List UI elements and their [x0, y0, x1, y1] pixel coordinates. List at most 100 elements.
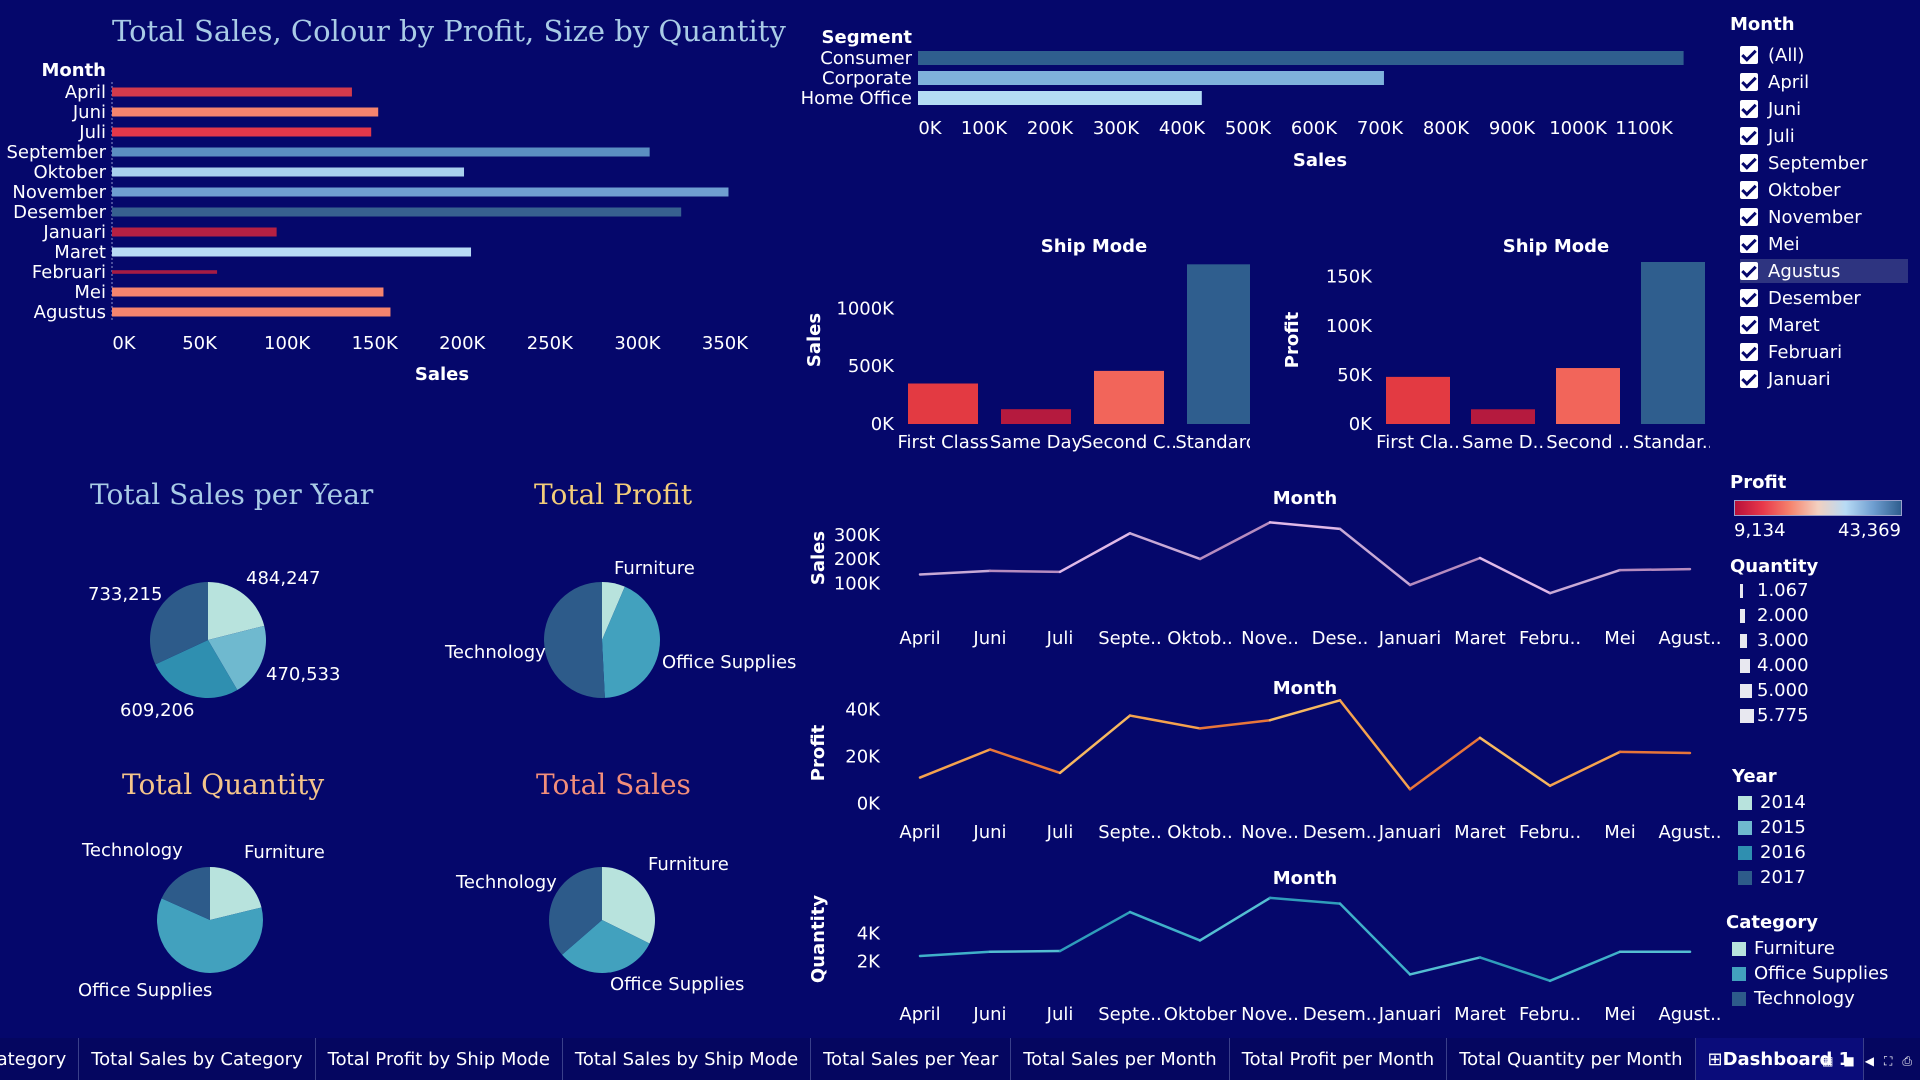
filter-item[interactable]: November [1740, 205, 1908, 229]
checkbox-checked-icon[interactable] [1740, 208, 1758, 226]
month-bar [112, 307, 391, 317]
sheet-tab-label: Total Sales by Ship Mode [574, 1048, 799, 1070]
month-x-tick: 0K [112, 333, 136, 354]
sheet-tab[interactable]: Total Profit by Ship Mode [316, 1038, 563, 1080]
checkbox-checked-icon[interactable] [1740, 46, 1758, 64]
category-legend-swatch [1732, 966, 1746, 981]
filter-item[interactable]: April [1740, 70, 1908, 94]
quantity-legend-item: 4.000 [1740, 655, 1809, 676]
sheet-tab[interactable]: Total Sales per Month [1011, 1038, 1230, 1080]
filter-item[interactable]: Juli [1740, 124, 1908, 148]
shipmode-profit-y-tick: 0K [1349, 414, 1373, 435]
year-legend-swatch [1738, 870, 1752, 885]
checkbox-checked-icon[interactable] [1740, 100, 1758, 118]
checkbox-checked-icon[interactable] [1740, 127, 1758, 145]
segment-x-tick: 700K [1357, 118, 1404, 139]
filter-item[interactable]: Maret [1740, 313, 1908, 337]
shipmode-profit-y-tick: 50K [1337, 365, 1373, 386]
quantity-line-y-label: Quantity [808, 895, 829, 983]
segment-label: Consumer [820, 48, 912, 69]
sheet-tab[interactable]: Total Quantity per Month [1447, 1038, 1696, 1080]
checkbox-checked-icon[interactable] [1740, 181, 1758, 199]
shipmode-sales-title: Ship Mode [1041, 236, 1147, 257]
sheet-tab-label: Total Sales per Month [1023, 1048, 1217, 1070]
year-legend-swatch [1738, 795, 1752, 810]
checkbox-checked-icon[interactable] [1740, 73, 1758, 91]
filter-item[interactable]: Mei [1740, 232, 1908, 256]
sheet-tab[interactable]: Total Sales by Ship Mode [563, 1038, 812, 1080]
shipmode-sales-bar-chart: Ship Mode Sales 0K 500K 1000K First Class Same… [804, 236, 1250, 453]
sheet-tab[interactable]: Category [0, 1038, 80, 1080]
filter-item[interactable]: Oktober [1740, 178, 1908, 202]
checkbox-checked-icon[interactable] [1740, 289, 1758, 307]
month-x-tick: 350K [702, 333, 749, 354]
quantity-line-segment [1058, 910, 1132, 953]
month-bar [112, 147, 650, 157]
shipmode-profit-bar [1386, 376, 1450, 424]
sheet-tab[interactable]: ⊞ Dashboard 1 [1695, 1038, 1865, 1080]
profit-month-line-chart: Month Profit 0K 20K 40K April Juni Juli Septe.. O… [808, 678, 1722, 843]
filter-item[interactable]: (All) [1740, 43, 1908, 67]
tab-bar-controls: ▦ ■ ◀ ⛶ ⎙ [1822, 1054, 1912, 1069]
segment-bar [918, 91, 1202, 105]
segment-label: Corporate [822, 68, 912, 89]
scroll-left-icon[interactable]: ◀ [1864, 1054, 1874, 1068]
year-legend-label: 2016 [1760, 842, 1806, 863]
title-month-sales: Total Sales, Colour by Profit, Size by Q… [112, 14, 786, 48]
quantity-line-y-tick: 4K [857, 923, 881, 944]
present-icon[interactable]: ⎙ [1902, 1054, 1912, 1068]
quantity-pie-slice [156, 898, 263, 973]
profit-line-x-label: Maret [1454, 822, 1506, 843]
shipmode-sales-x-label: Second C.. [1081, 432, 1177, 453]
checkbox-checked-icon[interactable] [1740, 235, 1758, 253]
filter-item[interactable]: September [1740, 151, 1908, 175]
sales-pie-slice [562, 920, 650, 973]
sales-line-x-label: Oktob.. [1167, 628, 1233, 649]
grid-view-icon[interactable]: ▦ [1822, 1054, 1834, 1068]
filter-item[interactable]: Desember [1740, 286, 1908, 310]
shipmode-sales-y-label: Sales [804, 313, 825, 367]
sales-line-x-label: Januari [1378, 628, 1442, 649]
sales-line-x-label: Febru.. [1519, 628, 1581, 649]
sales-line-segment [1478, 556, 1552, 595]
sheet-tab[interactable]: Total Sales per Year [811, 1038, 1012, 1080]
sales-line-x-label: Mei [1604, 628, 1636, 649]
sales-line-x-label: Agust.. [1658, 628, 1721, 649]
sheet-tab[interactable]: Total Sales by Category [79, 1038, 316, 1080]
filter-item[interactable]: Februari [1740, 340, 1908, 364]
year-pie-slice [155, 640, 238, 698]
fullscreen-icon[interactable]: ⛶ [1883, 1054, 1893, 1068]
quantity-line-x-label: Maret [1454, 1004, 1506, 1025]
quantity-pie-label: Office Supplies [78, 980, 212, 1001]
profit-line-title: Month [1273, 678, 1338, 699]
category-legend-label: Office Supplies [1754, 963, 1889, 984]
filter-item-label: Oktober [1768, 179, 1841, 201]
quantity-pie-slice [161, 867, 210, 920]
filter-item[interactable]: Juni [1740, 97, 1908, 121]
shipmode-profit-title: Ship Mode [1503, 236, 1609, 257]
month-label: Januari [42, 222, 106, 243]
sales-line-segment [1408, 556, 1482, 587]
segment-x-tick: 1000K [1549, 118, 1608, 139]
total-sales-pie: Furniture Office Supplies Technology [455, 854, 744, 995]
checkbox-checked-icon[interactable] [1740, 343, 1758, 361]
quantity-line-x-label: Septe.. [1098, 1004, 1162, 1025]
quantity-pie-label: Furniture [244, 842, 325, 863]
total-quantity-pie: Furniture Office Supplies Technology [78, 840, 325, 1001]
filter-item[interactable]: Agustus [1740, 259, 1908, 283]
checkbox-checked-icon[interactable] [1740, 154, 1758, 172]
profit-gradient [1734, 500, 1902, 516]
checkbox-checked-icon[interactable] [1740, 370, 1758, 388]
checkbox-checked-icon[interactable] [1740, 262, 1758, 280]
year-legend-item: 2016 [1738, 842, 1806, 863]
sheet-tab-label: Total Sales by Category [91, 1048, 303, 1070]
quantity-legend-label: 2.000 [1756, 605, 1809, 626]
quantity-legend-item: 2.000 [1740, 605, 1809, 626]
filter-item[interactable]: Januari [1740, 367, 1908, 391]
quantity-size-swatch [1740, 608, 1746, 623]
profit-pie-slice [543, 582, 605, 698]
filmstrip-view-icon[interactable]: ■ [1843, 1054, 1855, 1068]
checkbox-checked-icon[interactable] [1740, 316, 1758, 334]
month-label: September [7, 142, 107, 163]
sheet-tab[interactable]: Total Profit per Month [1230, 1038, 1448, 1080]
